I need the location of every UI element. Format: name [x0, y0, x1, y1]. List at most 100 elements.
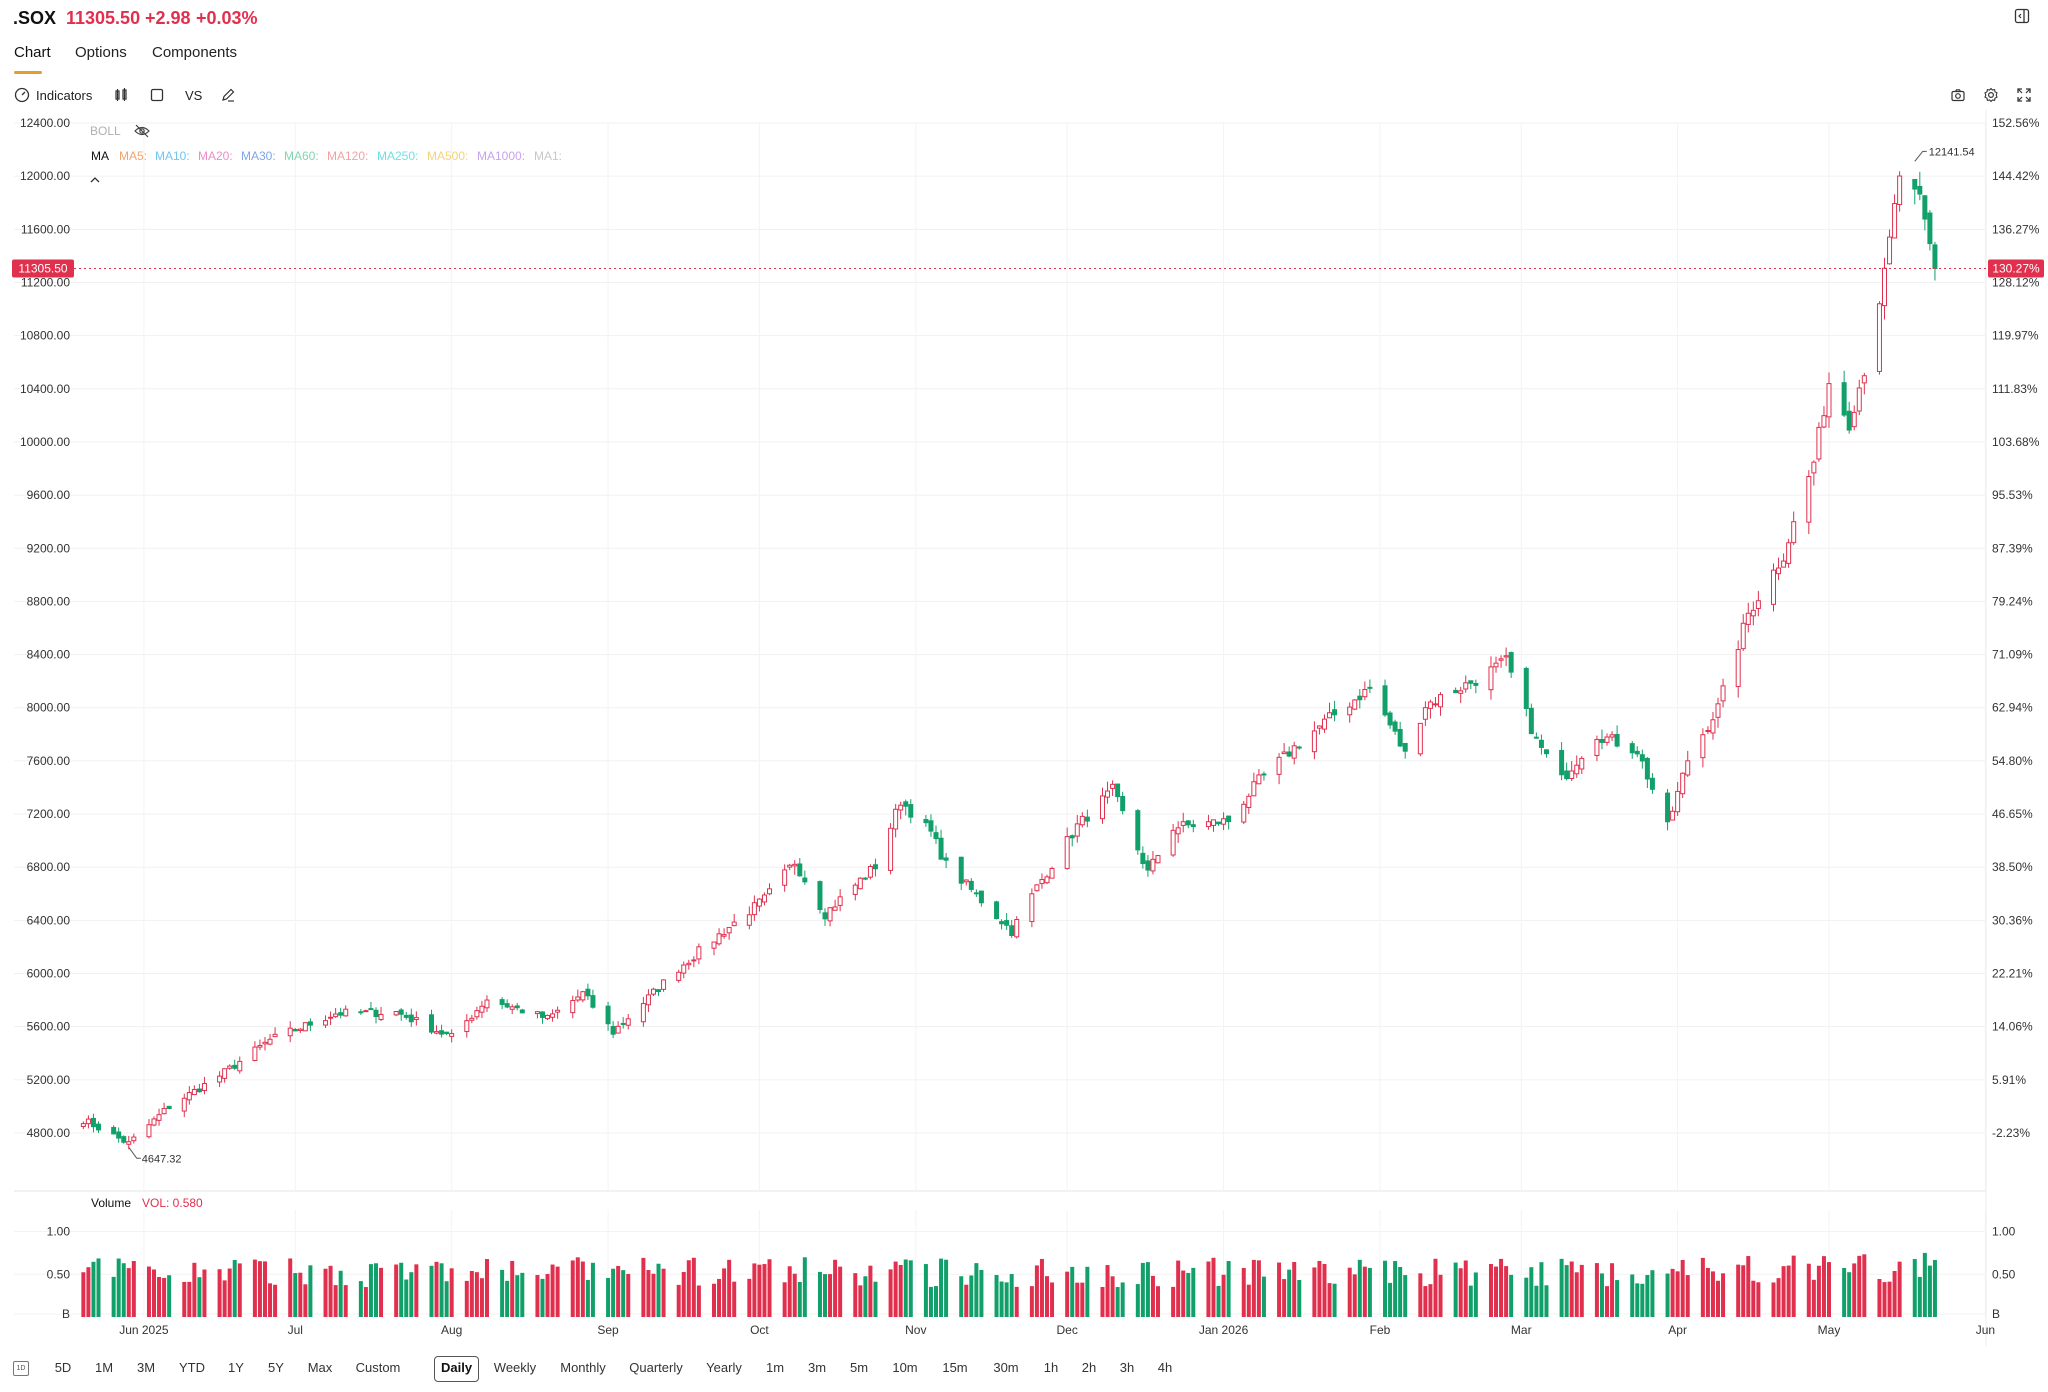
candle-body	[444, 1031, 450, 1035]
range-ytd[interactable]: YTD	[179, 1360, 205, 1375]
candle-body	[90, 1117, 96, 1128]
range-1m[interactable]: 1M	[94, 1360, 114, 1375]
interval-yearly[interactable]: Yearly	[706, 1360, 742, 1375]
interval-15m[interactable]: 15m	[942, 1360, 968, 1375]
y-tick-label: 11600.00	[21, 222, 70, 236]
boll-label[interactable]: BOLL	[90, 124, 121, 138]
candle-body	[958, 856, 964, 884]
volume-bar	[323, 1268, 328, 1317]
candle-body	[307, 1021, 313, 1026]
range-5y[interactable]: 5Y	[268, 1360, 284, 1375]
volume-bar	[1327, 1283, 1332, 1317]
candlestick	[1281, 743, 1287, 755]
candle-body	[620, 1022, 626, 1025]
range-1y[interactable]: 1Y	[228, 1360, 244, 1375]
compare-vs-button[interactable]: VS	[185, 87, 203, 103]
volume-bar	[923, 1264, 928, 1317]
price-chart[interactable]: 12400.00 152.56% 12000.00 144.42% 11600.00 13…	[0, 110, 2048, 1346]
ma-label[interactable]: MA	[91, 149, 109, 163]
fullscreen-button[interactable]	[2016, 84, 2032, 106]
chevron-up-icon[interactable]	[90, 177, 100, 183]
candlestick	[1533, 732, 1539, 739]
interval-4h[interactable]: 4h	[1157, 1360, 1173, 1375]
candle-body	[797, 863, 803, 877]
candle-body	[428, 1014, 434, 1033]
interval-2h[interactable]: 2h	[1081, 1360, 1097, 1375]
candle-body	[1856, 387, 1862, 412]
interval-weekly[interactable]: Weekly	[493, 1360, 537, 1375]
range-max[interactable]: Max	[307, 1360, 333, 1375]
x-tick-label: Dec	[1057, 1323, 1078, 1337]
interval-3h[interactable]: 3h	[1119, 1360, 1135, 1375]
candlestick	[1221, 812, 1227, 831]
last-price: 11305.50	[66, 8, 141, 28]
screenshot-button[interactable]	[1950, 84, 1966, 106]
interval-5m[interactable]: 5m	[849, 1360, 869, 1375]
calendar-icon[interactable]: 1D	[13, 1361, 29, 1376]
volume-bar	[500, 1269, 505, 1317]
candlestick	[580, 990, 586, 1003]
interval-daily[interactable]: Daily	[434, 1356, 480, 1382]
candlestick	[1069, 834, 1075, 847]
tab-options[interactable]: Options	[75, 44, 127, 61]
volume-bar	[1287, 1269, 1292, 1317]
candle-body	[161, 1108, 167, 1115]
candle-body	[368, 1008, 374, 1011]
candlestick	[751, 895, 757, 921]
candle-body	[691, 959, 697, 962]
candle-body	[857, 877, 863, 890]
range-custom[interactable]: Custom	[355, 1360, 401, 1375]
y-tick-label: 6400.00	[27, 913, 71, 927]
volume-bar	[1594, 1263, 1599, 1317]
interval-30m[interactable]: 30m	[993, 1360, 1019, 1375]
volume-bar	[131, 1261, 136, 1317]
candlestick	[1750, 601, 1756, 626]
interval-1m[interactable]: 1m	[765, 1360, 785, 1375]
range-3m[interactable]: 3M	[136, 1360, 156, 1375]
x-tick-label: Apr	[1668, 1323, 1687, 1337]
candle-body	[751, 902, 757, 916]
interval-10m[interactable]: 10m	[892, 1360, 918, 1375]
tab-components[interactable]: Components	[152, 44, 238, 61]
chart-type-button[interactable]	[113, 84, 129, 106]
candlestick	[731, 913, 737, 927]
interval-3m[interactable]: 3m	[807, 1360, 827, 1375]
volume-bar	[1367, 1267, 1372, 1317]
candle-body	[1917, 185, 1923, 195]
candlestick	[994, 900, 1000, 920]
volume-value: VOL: 0.580	[142, 1196, 203, 1210]
candle-body	[1750, 609, 1756, 617]
interval-monthly[interactable]: Monthly	[560, 1360, 606, 1375]
range-5d[interactable]: 5D	[54, 1360, 72, 1375]
candlestick	[1705, 726, 1711, 735]
tab-chart[interactable]: Chart	[14, 44, 51, 61]
candlestick	[1084, 809, 1090, 828]
candle-body	[1256, 774, 1262, 785]
volume-bar	[661, 1268, 666, 1317]
volume-bar	[979, 1269, 984, 1317]
settings-button[interactable]	[1983, 84, 1999, 106]
indicators-button[interactable]: Indicators	[14, 84, 92, 106]
candle-body	[1538, 739, 1544, 748]
candle-body	[1453, 689, 1459, 694]
volume-bar	[1741, 1265, 1746, 1317]
vol-tick-label-right: 0.50	[1992, 1267, 2016, 1281]
volume-bar	[1423, 1286, 1428, 1317]
layout-button[interactable]	[149, 84, 165, 106]
volume-bar	[1892, 1271, 1897, 1317]
candle-body	[1316, 725, 1322, 729]
volume-bar	[252, 1259, 257, 1317]
candlestick	[1392, 719, 1398, 735]
candlestick	[1352, 699, 1358, 711]
volume-bar	[611, 1268, 616, 1317]
eye-off-icon[interactable]	[134, 124, 150, 138]
candle-body	[1670, 810, 1676, 821]
volume-bar	[903, 1259, 908, 1317]
candlestick	[1417, 722, 1423, 757]
draw-button[interactable]	[220, 84, 236, 106]
interval-quarterly[interactable]: Quarterly	[629, 1360, 683, 1375]
collapse-panel-icon[interactable]	[2014, 8, 2032, 26]
interval-1h[interactable]: 1h	[1043, 1360, 1059, 1375]
candlestick	[1226, 815, 1232, 830]
candle-body	[1261, 773, 1267, 776]
